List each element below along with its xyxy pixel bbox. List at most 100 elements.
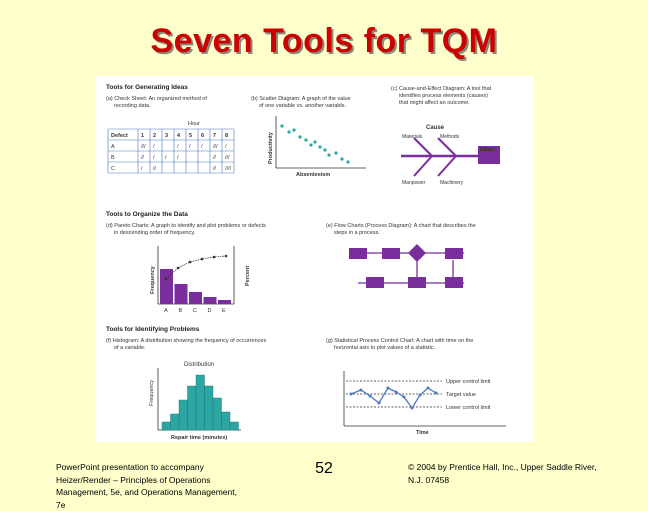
check-cell: /// <box>141 144 146 150</box>
pareto-cumulative-point <box>189 261 192 264</box>
histogram-bar <box>230 422 239 430</box>
flow-step-6 <box>445 277 463 288</box>
pareto-right-label: Percent <box>245 266 251 286</box>
fishbone-bone-manpower <box>414 156 432 176</box>
section-organizing-heading: Tools to Organize the Data <box>106 211 188 218</box>
flow-step-3 <box>445 248 463 259</box>
check-sheet-hour-label: Hour <box>188 121 200 127</box>
spc-lcl-label: Lower control limit <box>446 405 491 411</box>
scatter-point <box>304 138 307 141</box>
pareto-cumulative-point <box>165 278 168 281</box>
check-header-cell: 2 <box>153 133 156 139</box>
check-cell: /// <box>213 144 218 150</box>
footer-left-line-3: Management, 5e, and Operations Managemen… <box>56 486 261 499</box>
check-cell: / <box>153 155 155 161</box>
scatter-point <box>327 153 330 156</box>
pareto-caption-2: in descending order of frequency. <box>114 230 196 236</box>
check-header-cell: 5 <box>189 133 192 139</box>
spc-target-label: Target value <box>446 392 476 398</box>
check-cell: / <box>153 144 155 150</box>
histogram-bar <box>222 412 231 430</box>
bone-label-machinery: Machinery <box>440 180 464 186</box>
cause-effect-panel: (c) Cause-and-Effect Diagram: A tool tha… <box>391 86 500 186</box>
histogram-bars <box>162 375 239 430</box>
scatter-point <box>309 143 312 146</box>
spc-point <box>350 393 353 396</box>
spc-caption-2: horizontal axis to plot values of a stat… <box>334 345 436 351</box>
pareto-cumulative-point <box>225 255 228 258</box>
scatter-x-label: Absenteeism <box>296 172 330 178</box>
check-sheet-panel: (a) Check Sheet: An organized method of … <box>106 96 234 173</box>
histogram-y-label: Frequency <box>149 380 155 406</box>
spc-point <box>369 395 372 398</box>
check-header-cell: 3 <box>165 133 168 139</box>
footer-right-line-2: N.J. 07458 <box>408 474 638 487</box>
spc-ucl-label: Upper control limit <box>446 379 491 385</box>
spc-series-line <box>351 388 436 408</box>
flow-chart-caption-2: steps in a process. <box>334 230 380 236</box>
flow-step-2 <box>382 248 400 259</box>
pareto-category-label: A <box>164 308 168 314</box>
pareto-cumulative-point <box>201 258 204 261</box>
scatter-y-label: Productivity <box>268 131 274 164</box>
flow-chart-caption: (e) Flow Charts (Process Diagram): A cha… <box>326 223 476 229</box>
footer-left-line-4: 7e <box>56 499 261 511</box>
slide-title: Seven Tools for TQM <box>0 22 648 61</box>
check-cell: C <box>111 166 115 172</box>
slide-number: 52 <box>300 460 348 478</box>
footer-right-copyright: © 2004 by Prentice Hall, Inc., Upper Sad… <box>408 461 638 486</box>
check-header-cell: 4 <box>177 133 181 139</box>
pareto-panel: (d) Pareto Charts: A graph to identify a… <box>106 223 266 314</box>
check-header-cell: 8 <box>225 133 228 139</box>
flow-step-4 <box>366 277 384 288</box>
cause-label: Cause <box>426 125 445 131</box>
histogram-bar <box>179 400 188 430</box>
histogram-bar <box>205 386 214 430</box>
scatter-panel: (b) Scatter Diagram: A graph of the valu… <box>251 96 366 178</box>
pareto-bar <box>175 284 188 304</box>
cause-effect-caption-3: that might affect an outcome. <box>399 100 470 106</box>
cause-effect-caption: (c) Cause-and-Effect Diagram: A tool tha… <box>391 86 492 92</box>
pareto-left-label: Frequency <box>150 265 156 294</box>
histogram-bar <box>171 414 180 430</box>
scatter-point <box>323 148 326 151</box>
pareto-cumulative-points <box>165 255 228 281</box>
scatter-point <box>280 124 283 127</box>
pareto-category-label: B <box>179 308 183 314</box>
flow-decision <box>408 244 426 262</box>
check-cell: B <box>111 155 115 161</box>
check-cell: / <box>225 144 227 150</box>
spc-point <box>435 392 438 395</box>
check-header-cell: 7 <box>213 133 216 139</box>
check-cell: /// <box>225 155 230 161</box>
histogram-title: Distribution <box>184 362 214 368</box>
histogram-bar <box>162 422 171 430</box>
section-identifying-heading: Tools for Identifying Problems <box>106 326 200 333</box>
check-cell: / <box>141 166 143 172</box>
check-cell: // <box>153 166 157 172</box>
check-cell: / <box>165 155 167 161</box>
spc-point <box>387 387 390 390</box>
check-cell: A <box>111 144 115 150</box>
fishbone-bone-materials <box>414 138 432 156</box>
scatter-point <box>340 157 343 160</box>
histogram-bar <box>213 398 222 430</box>
pareto-bar <box>160 269 173 304</box>
histogram-panel: (f) Histogram: A distribution showing th… <box>106 338 266 441</box>
pareto-bar <box>218 300 231 304</box>
scatter-caption-2: of one variable vs. another variable. <box>259 103 347 109</box>
pareto-category-label: C <box>193 308 197 314</box>
check-header-cell: Defect <box>111 133 128 139</box>
spc-point <box>427 387 430 390</box>
histogram-caption-2: of a variable. <box>114 345 146 351</box>
footer-right-line-1: © 2004 by Prentice Hall, Inc., Upper Sad… <box>408 461 638 474</box>
pareto-cumulative-line <box>166 256 226 279</box>
check-cell: / <box>177 155 179 161</box>
flow-chart-panel: (e) Flow Charts (Process Diagram): A cha… <box>326 223 476 288</box>
spc-point <box>403 396 406 399</box>
footer-left-line-1: PowerPoint presentation to accompany <box>56 461 261 474</box>
flow-step-1 <box>349 248 367 259</box>
scatter-point <box>292 128 295 131</box>
pareto-bar <box>189 292 202 304</box>
